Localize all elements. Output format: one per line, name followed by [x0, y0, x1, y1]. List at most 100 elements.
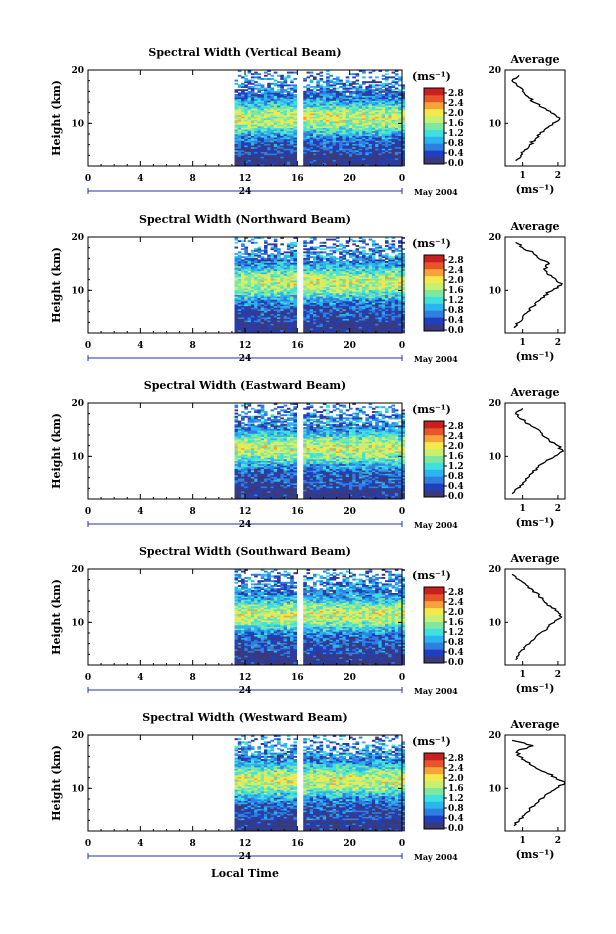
heatmap-cell [336, 261, 340, 263]
heatmap-cell [293, 250, 297, 252]
heatmap-cell [235, 83, 239, 85]
heatmap-cell [316, 73, 320, 75]
heatmap-cell [238, 92, 242, 94]
heatmap-cell [388, 76, 392, 78]
heatmap-cell [287, 251, 291, 253]
colorbar-tick-label: 2.8 [448, 89, 464, 99]
heatmap-cell [238, 89, 242, 91]
heatmap-cell [326, 76, 330, 78]
heatmap-cell [392, 72, 396, 74]
heatmap-cell [287, 72, 291, 74]
heatmap-cell [349, 81, 353, 83]
heatmap-cell [241, 83, 245, 85]
heatmap-cell [303, 251, 307, 253]
heatmap-cell [346, 84, 350, 86]
heatmap-cell [323, 81, 327, 83]
day-label: 24 [239, 187, 252, 197]
heatmap-cell [271, 83, 275, 85]
colorbar-swatch [424, 129, 444, 136]
heatmap-cell [336, 245, 340, 247]
heatmap-cell [293, 78, 297, 80]
heatmap-cell [382, 89, 386, 91]
heatmap-cell [320, 245, 324, 247]
colorbar-swatch [424, 95, 444, 102]
heatmap-cell [241, 89, 245, 91]
heatmap-cell [352, 86, 356, 88]
heatmap-cell [254, 88, 258, 90]
heatmap-cell [320, 75, 324, 77]
heatmap-cell [235, 253, 239, 255]
heatmap-cell [310, 80, 314, 82]
heatmap-cell [248, 80, 252, 82]
heatmap-cell [339, 256, 343, 258]
average-y-tick-label: 10 [488, 119, 501, 129]
heatmap-cell [306, 84, 310, 86]
heatmap-cell [251, 83, 255, 85]
heatmap-cell [392, 76, 396, 78]
heatmap-cell [326, 253, 330, 255]
heatmap-cell [382, 94, 386, 96]
colorbar-unit: (ms⁻¹) [412, 70, 451, 83]
heatmap-cell [284, 76, 288, 78]
heatmap-cell [277, 75, 281, 77]
heatmap-cell [398, 89, 402, 91]
x-tick-label: 0 [85, 174, 91, 184]
heatmap-cell [323, 242, 327, 244]
heatmap-cell [235, 242, 239, 244]
heatmap-cell [274, 243, 278, 245]
heatmap-cell [267, 78, 271, 80]
heatmap-cell [329, 89, 333, 91]
heatmap-cell [261, 250, 265, 252]
heatmap-cell [241, 240, 245, 242]
heatmap-cell [264, 258, 268, 260]
heatmap-cell [261, 92, 265, 94]
heatmap-cell [329, 239, 333, 241]
heatmap-cell [261, 256, 265, 258]
heatmap-cell [248, 240, 252, 242]
heatmap-cell [349, 261, 353, 263]
heatmap-cell [392, 80, 396, 82]
colorbar-tick-label: 0.8 [448, 139, 464, 149]
heatmap-cell [392, 89, 396, 91]
heatmap-cell [244, 247, 248, 249]
heatmap-cell [378, 81, 382, 83]
heatmap-cell [310, 251, 314, 253]
heatmap-cell [378, 88, 382, 90]
colorbar-swatch [424, 143, 444, 150]
heatmap-cell [336, 240, 340, 242]
heatmap-cell [293, 242, 297, 244]
heatmap-cell [392, 84, 396, 86]
heatmap-cell [365, 253, 369, 255]
heatmap-cell [356, 83, 360, 85]
colorbar-tick-label: 2.0 [448, 109, 464, 119]
heatmap-cell [280, 253, 284, 255]
heatmap-cell [261, 84, 265, 86]
heatmap-cell [303, 248, 307, 250]
heatmap-cell [329, 75, 333, 77]
heatmap-cell [369, 81, 373, 83]
heatmap-cell [369, 76, 373, 78]
average-x-label: (ms⁻¹) [516, 183, 555, 196]
colorbar-tick-label: 0.0 [448, 159, 464, 169]
heatmap-cell [257, 76, 261, 78]
heatmap-cell [369, 239, 373, 241]
heatmap-cell [346, 250, 350, 252]
panel-title: Spectral Width (Vertical Beam) [148, 46, 341, 59]
heatmap-cell [333, 81, 337, 83]
heatmap-cell [251, 86, 255, 88]
heatmap-cell [352, 250, 356, 252]
heatmap-cell [290, 80, 294, 82]
heatmap-cell [306, 248, 310, 250]
heatmap-cell [261, 78, 265, 80]
heatmap-cell [241, 243, 245, 245]
heatmap-cell [323, 251, 327, 253]
heatmap-cell [385, 76, 389, 78]
heatmap-cell [342, 261, 346, 263]
heatmap-cell [303, 255, 307, 257]
average-frame [505, 70, 565, 166]
heatmap-cell [274, 83, 278, 85]
heatmap-cell [316, 247, 320, 249]
heatmap-cell [356, 73, 360, 75]
heatmap-cell [280, 81, 284, 83]
